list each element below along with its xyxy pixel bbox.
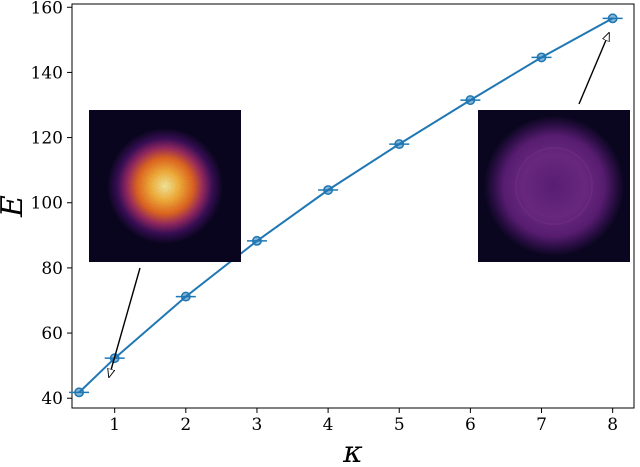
- plot-frame: [71, 3, 635, 409]
- y-tick-label: 160: [31, 0, 63, 18]
- ticks: 1 2 3 4 5 6 7 8 40 60 80 100 120 140 160: [31, 0, 619, 435]
- y-tick-label: 100: [31, 194, 63, 214]
- inset-high-kappa-noise: [478, 110, 630, 262]
- x-tick-label: 1: [109, 415, 120, 435]
- y-axis-label: E: [0, 195, 30, 218]
- series: [69, 13, 623, 398]
- x-tick-label: 5: [394, 415, 405, 435]
- y-tick-label: 40: [41, 389, 63, 409]
- y-tick-label: 80: [41, 259, 63, 279]
- x-tick-label: 3: [252, 415, 263, 435]
- data-point: [607, 13, 618, 24]
- data-point: [74, 387, 85, 398]
- data-point: [536, 52, 547, 63]
- y-tick-label: 140: [31, 63, 63, 83]
- data-point: [252, 235, 262, 246]
- axes: [71, 3, 635, 409]
- inset-low-kappa-arrow: [109, 267, 141, 377]
- y-tick-label: 60: [41, 324, 63, 344]
- data-point: [323, 185, 334, 195]
- x-tick-label: 6: [465, 415, 476, 435]
- inset-high-kappa-arrow: [578, 33, 609, 105]
- x-axis-label: κ: [342, 435, 363, 467]
- inset-low-kappa: [89, 110, 241, 262]
- inset-high-kappa: [478, 110, 630, 262]
- data-point: [394, 139, 405, 150]
- x-tick-label: 2: [180, 415, 191, 435]
- data-point: [465, 95, 476, 106]
- x-tick-label: 4: [323, 415, 334, 435]
- x-tick-label: 7: [536, 415, 547, 435]
- data-point: [180, 291, 191, 302]
- y-tick-label: 120: [31, 129, 63, 149]
- x-tick-label: 8: [607, 415, 618, 435]
- inset-low-kappa-noise: [89, 110, 241, 262]
